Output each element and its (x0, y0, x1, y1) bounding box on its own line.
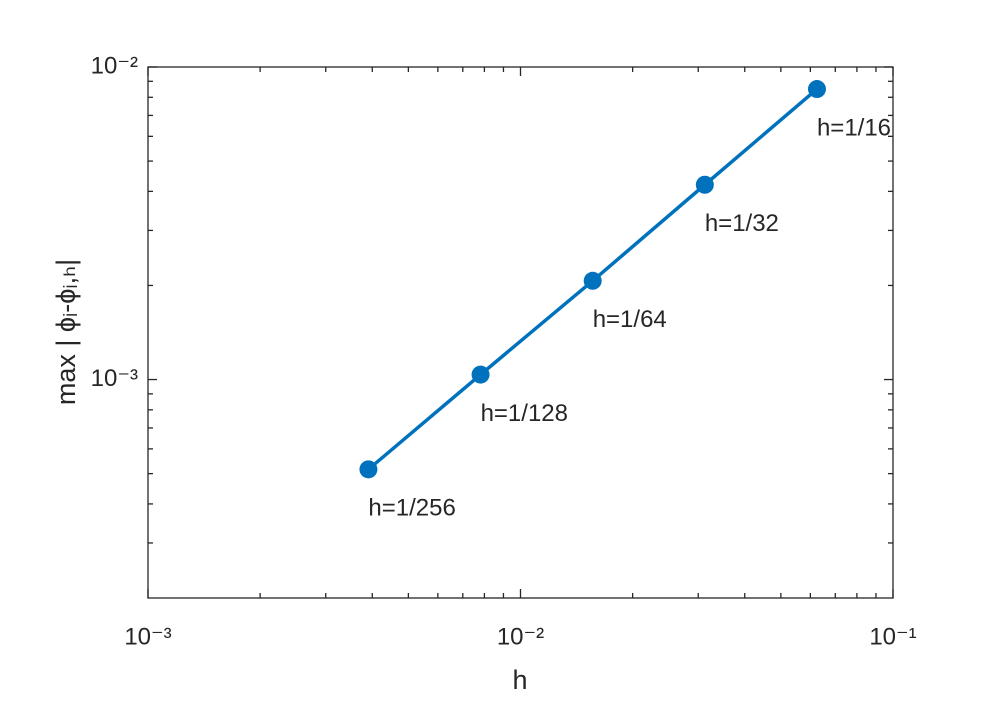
point-label: h=1/128 (481, 400, 568, 427)
y-tick-label: 10⁻³ (91, 365, 138, 392)
point-label: h=1/64 (593, 306, 667, 333)
x-tick-label: 10⁻³ (124, 623, 171, 650)
x-axis-label: h (512, 665, 527, 695)
y-tick-label: 10⁻² (91, 52, 138, 79)
marker (583, 271, 602, 290)
marker (471, 365, 490, 384)
x-tick-label: 10⁻² (497, 623, 544, 650)
point-label: h=1/256 (368, 495, 455, 522)
marker (695, 175, 714, 194)
point-label: h=1/32 (705, 210, 779, 237)
point-label: h=1/16 (817, 114, 891, 141)
marker (807, 80, 826, 99)
y-axis-label: max | ϕᵢ-ϕᵢ,ₕ| (51, 259, 81, 405)
marker (359, 460, 378, 479)
x-tick-label: 10⁻¹ (869, 623, 916, 650)
